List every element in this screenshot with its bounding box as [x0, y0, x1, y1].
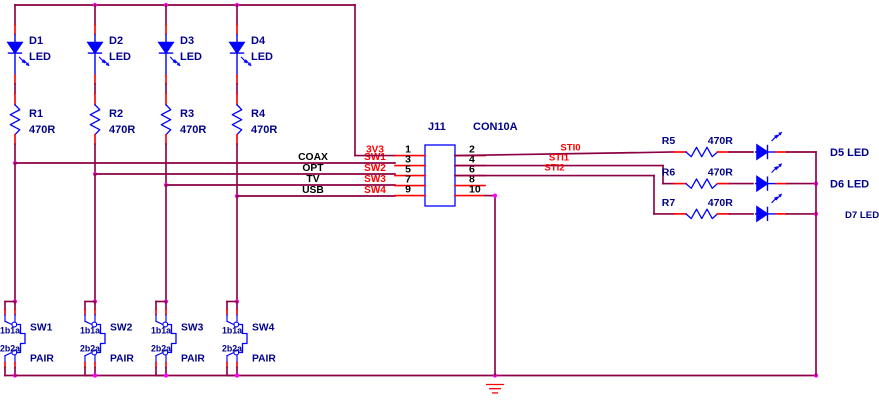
svg-text:PAIR: PAIR — [252, 354, 276, 365]
svg-text:SW3: SW3 — [181, 323, 204, 334]
svg-text:1b1a: 1b1a — [151, 326, 171, 336]
svg-text:R1: R1 — [29, 108, 43, 120]
svg-text:PAIR: PAIR — [30, 354, 54, 365]
svg-text:R7: R7 — [662, 197, 676, 209]
svg-text:COAX: COAX — [298, 152, 328, 163]
svg-text:470R: 470R — [251, 124, 277, 136]
svg-text:R6: R6 — [662, 167, 676, 179]
svg-text:LED: LED — [180, 51, 202, 63]
svg-text:LED: LED — [251, 51, 273, 63]
svg-text:D1: D1 — [29, 35, 43, 47]
svg-text:R4: R4 — [251, 108, 266, 120]
svg-text:3V3: 3V3 — [366, 145, 384, 156]
svg-text:470R: 470R — [708, 197, 734, 209]
svg-text:1b1a: 1b1a — [80, 326, 100, 336]
svg-text:J11: J11 — [428, 121, 446, 133]
svg-text:1b1a: 1b1a — [0, 326, 20, 336]
svg-text:R2: R2 — [109, 108, 123, 120]
svg-text:SW1: SW1 — [30, 323, 53, 334]
svg-text:2b2a: 2b2a — [222, 344, 242, 354]
svg-text:470R: 470R — [109, 124, 135, 136]
svg-text:D5 LED: D5 LED — [830, 147, 869, 159]
svg-text:R3: R3 — [180, 108, 194, 120]
svg-text:SW2: SW2 — [364, 163, 386, 174]
svg-text:470R: 470R — [708, 135, 734, 147]
svg-text:USB: USB — [302, 185, 324, 196]
svg-text:470R: 470R — [180, 124, 206, 136]
svg-text:CON10A: CON10A — [473, 121, 518, 133]
svg-text:470R: 470R — [29, 124, 55, 136]
svg-text:PAIR: PAIR — [110, 354, 134, 365]
svg-text:R5: R5 — [662, 135, 676, 147]
svg-text:D6 LED: D6 LED — [830, 179, 869, 191]
svg-text:PAIR: PAIR — [181, 354, 205, 365]
svg-text:SW4: SW4 — [252, 323, 275, 334]
svg-text:SW2: SW2 — [110, 323, 133, 334]
svg-text:D4: D4 — [251, 35, 266, 47]
svg-text:2b2a: 2b2a — [0, 344, 20, 354]
svg-text:9: 9 — [405, 184, 411, 196]
svg-text:TV: TV — [306, 174, 319, 185]
svg-text:SW3: SW3 — [364, 174, 386, 185]
svg-text:1b1a: 1b1a — [222, 326, 242, 336]
svg-text:D2: D2 — [109, 35, 123, 47]
svg-text:D7 LED: D7 LED — [845, 210, 879, 221]
svg-text:OPT: OPT — [302, 163, 324, 174]
svg-text:470R: 470R — [708, 167, 734, 179]
svg-text:LED: LED — [29, 51, 51, 63]
svg-text:D3: D3 — [180, 35, 194, 47]
svg-text:LED: LED — [109, 51, 131, 63]
svg-text:10: 10 — [469, 184, 481, 196]
svg-text:SW4: SW4 — [364, 185, 386, 196]
svg-text:2b2a: 2b2a — [80, 344, 100, 354]
svg-text:STI2: STI2 — [544, 163, 564, 174]
svg-text:2b2a: 2b2a — [151, 344, 171, 354]
